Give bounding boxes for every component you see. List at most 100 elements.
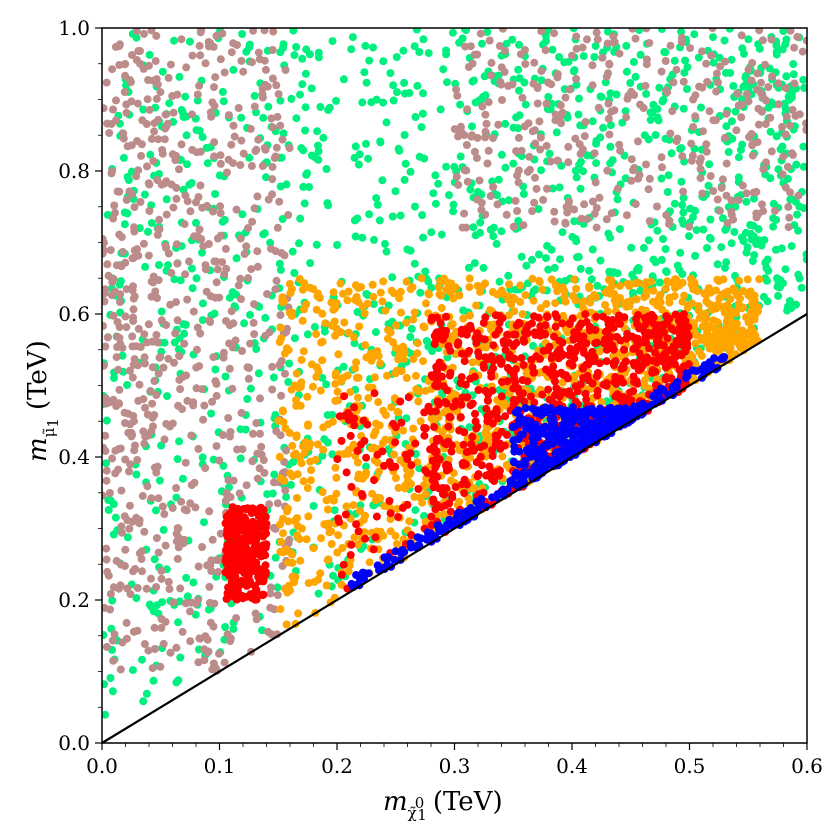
data-point bbox=[737, 100, 746, 109]
data-point bbox=[102, 399, 111, 408]
data-point bbox=[176, 385, 185, 394]
data-point bbox=[337, 436, 346, 445]
data-point bbox=[728, 117, 736, 126]
data-point bbox=[456, 379, 465, 388]
data-point bbox=[193, 90, 202, 99]
data-point bbox=[139, 239, 148, 248]
data-point bbox=[487, 71, 495, 80]
data-point bbox=[450, 402, 459, 410]
data-point bbox=[285, 359, 294, 368]
data-point bbox=[778, 142, 787, 151]
data-point bbox=[789, 60, 798, 69]
data-point bbox=[623, 279, 632, 288]
data-point bbox=[370, 235, 378, 244]
data-point bbox=[102, 416, 111, 425]
data-point bbox=[235, 513, 244, 522]
data-point bbox=[122, 285, 131, 294]
data-point bbox=[346, 431, 355, 440]
data-point bbox=[253, 247, 262, 256]
data-point bbox=[228, 288, 237, 297]
data-point bbox=[194, 658, 203, 667]
data-point bbox=[601, 301, 610, 309]
data-point bbox=[192, 384, 201, 393]
data-point bbox=[322, 380, 331, 389]
data-point bbox=[504, 271, 513, 280]
data-point bbox=[279, 529, 287, 538]
data-point bbox=[450, 125, 459, 134]
data-point bbox=[620, 345, 628, 354]
data-point bbox=[284, 517, 293, 526]
data-point bbox=[318, 451, 327, 460]
data-point bbox=[500, 399, 509, 408]
data-point bbox=[115, 385, 124, 394]
data-point bbox=[139, 105, 148, 114]
data-point bbox=[261, 512, 270, 521]
data-point bbox=[455, 38, 464, 47]
data-point bbox=[256, 394, 264, 403]
data-point bbox=[224, 571, 233, 580]
data-point bbox=[243, 395, 252, 403]
data-point bbox=[299, 347, 308, 356]
data-point bbox=[742, 90, 751, 99]
data-point bbox=[544, 265, 553, 274]
data-point bbox=[339, 560, 348, 569]
data-point bbox=[781, 130, 790, 139]
data-point bbox=[706, 215, 715, 224]
data-point bbox=[571, 134, 580, 143]
data-point bbox=[242, 47, 251, 56]
data-point bbox=[355, 150, 364, 159]
data-point bbox=[179, 539, 188, 548]
data-point bbox=[391, 474, 400, 483]
data-point bbox=[210, 152, 219, 161]
data-point bbox=[148, 363, 157, 372]
data-point bbox=[123, 533, 132, 542]
data-point bbox=[656, 298, 665, 307]
data-point bbox=[296, 556, 305, 565]
data-point bbox=[323, 556, 332, 565]
data-point bbox=[465, 283, 474, 292]
data-point bbox=[787, 93, 796, 102]
data-point bbox=[592, 312, 601, 321]
data-point bbox=[152, 468, 161, 477]
data-point bbox=[253, 262, 262, 271]
data-point bbox=[155, 353, 164, 362]
data-point bbox=[280, 251, 289, 260]
data-point bbox=[276, 265, 285, 274]
data-point bbox=[569, 28, 578, 33]
data-point bbox=[312, 330, 321, 339]
data-point bbox=[535, 278, 544, 287]
data-point bbox=[536, 331, 545, 340]
data-point bbox=[329, 288, 338, 297]
data-point bbox=[724, 322, 733, 331]
data-point bbox=[513, 384, 522, 393]
data-point bbox=[222, 489, 231, 497]
data-point bbox=[224, 517, 233, 526]
data-point bbox=[696, 164, 705, 173]
data-point bbox=[329, 305, 338, 314]
data-point bbox=[188, 284, 197, 293]
data-point bbox=[203, 648, 212, 657]
data-point bbox=[703, 330, 711, 339]
data-point bbox=[252, 145, 261, 154]
data-point bbox=[323, 505, 332, 514]
data-point bbox=[208, 98, 217, 107]
data-point bbox=[448, 490, 457, 499]
data-point bbox=[144, 320, 153, 329]
data-point bbox=[232, 254, 241, 263]
data-point bbox=[261, 543, 270, 552]
data-point bbox=[270, 478, 278, 487]
data-point bbox=[604, 69, 612, 78]
data-point bbox=[400, 78, 409, 87]
data-point bbox=[576, 184, 585, 193]
data-point bbox=[116, 339, 125, 348]
data-point bbox=[474, 348, 483, 357]
data-point bbox=[229, 319, 238, 328]
series-1-points bbox=[102, 28, 807, 675]
data-point bbox=[239, 67, 248, 76]
data-point bbox=[226, 634, 235, 643]
data-point bbox=[205, 316, 214, 325]
data-point bbox=[162, 419, 171, 428]
data-point bbox=[747, 235, 756, 244]
data-point bbox=[237, 113, 246, 122]
data-point bbox=[435, 358, 444, 367]
